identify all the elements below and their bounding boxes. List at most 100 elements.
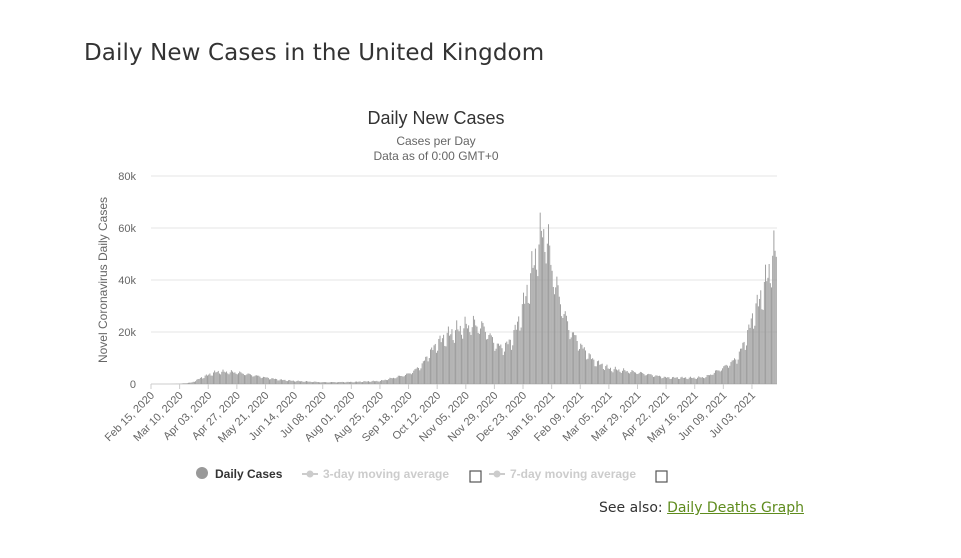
bar	[519, 330, 521, 384]
bar	[667, 377, 669, 384]
bar	[549, 245, 551, 384]
bar	[291, 380, 293, 384]
bar	[421, 363, 423, 384]
bar	[718, 370, 720, 384]
bar	[625, 371, 627, 384]
bar	[550, 264, 552, 384]
bar	[644, 375, 646, 384]
bar	[201, 377, 203, 384]
bar	[712, 374, 714, 384]
bar	[704, 378, 706, 384]
bar	[674, 377, 676, 384]
bar	[255, 375, 257, 384]
bar	[248, 373, 250, 384]
bar	[521, 304, 523, 384]
bar	[474, 319, 476, 384]
daily-deaths-link[interactable]: Daily Deaths Graph	[667, 500, 804, 516]
bar	[459, 325, 461, 384]
bar	[230, 370, 232, 384]
bar	[278, 380, 280, 384]
bar	[641, 372, 642, 384]
bar-series-daily-cases	[170, 212, 777, 384]
bar	[226, 371, 228, 384]
bar	[598, 360, 600, 384]
bar	[477, 332, 479, 384]
chart-title: Daily New Cases	[367, 108, 504, 128]
bar	[295, 381, 297, 384]
bar	[732, 360, 734, 384]
bar	[372, 380, 374, 384]
bar	[229, 372, 231, 384]
bar	[199, 377, 201, 384]
bar	[774, 250, 776, 384]
bar	[440, 342, 442, 384]
bar	[673, 376, 675, 384]
bar	[363, 381, 365, 384]
bar	[635, 372, 637, 384]
bar	[425, 356, 427, 384]
bar	[221, 371, 223, 384]
bar	[559, 304, 561, 384]
bar	[304, 381, 306, 384]
bar	[335, 382, 337, 384]
bar	[745, 345, 747, 384]
bar	[487, 338, 489, 384]
bar	[633, 372, 635, 384]
bar	[222, 369, 224, 384]
bar	[594, 366, 596, 384]
bar	[768, 264, 770, 384]
bar	[280, 379, 282, 384]
bar	[358, 381, 360, 384]
bar	[595, 366, 597, 384]
bar	[534, 248, 536, 384]
bar	[471, 327, 473, 384]
bar	[579, 349, 580, 384]
bar	[314, 381, 316, 384]
bar	[666, 377, 668, 384]
bar	[463, 328, 465, 384]
bar	[234, 372, 236, 384]
bar	[259, 376, 261, 384]
bar	[265, 377, 267, 384]
bar	[211, 375, 213, 384]
bar	[567, 321, 569, 384]
bar	[254, 375, 256, 384]
bar	[261, 377, 263, 384]
bar	[692, 378, 694, 384]
bar	[624, 370, 626, 384]
bar	[310, 381, 312, 384]
bar	[621, 370, 623, 384]
bar	[623, 368, 625, 384]
bar	[483, 326, 485, 384]
bar	[271, 378, 273, 384]
bar	[482, 322, 484, 384]
bar	[348, 382, 350, 384]
bar	[357, 381, 359, 384]
bar	[273, 379, 275, 384]
bar	[564, 311, 566, 384]
bar	[617, 370, 619, 384]
bar	[203, 378, 205, 384]
bar	[583, 347, 585, 384]
bar	[447, 326, 449, 384]
bar	[453, 342, 455, 384]
bar	[418, 367, 420, 384]
bar	[434, 343, 436, 384]
bar	[773, 230, 775, 384]
bar	[284, 379, 286, 384]
bar	[681, 376, 683, 384]
bar	[512, 345, 514, 384]
bar	[670, 378, 672, 384]
bar	[276, 379, 278, 384]
bar	[366, 381, 368, 384]
y-axis-ticks: 0 20k 40k 60k 80k	[118, 171, 136, 391]
bar	[651, 375, 653, 384]
bar	[592, 358, 594, 384]
bar	[353, 382, 355, 384]
bar	[252, 376, 254, 384]
bar	[689, 376, 691, 384]
bar	[279, 379, 281, 384]
legend[interactable]: Daily Cases 3-day moving average 7-day mov…	[196, 467, 668, 483]
bar	[711, 374, 713, 384]
